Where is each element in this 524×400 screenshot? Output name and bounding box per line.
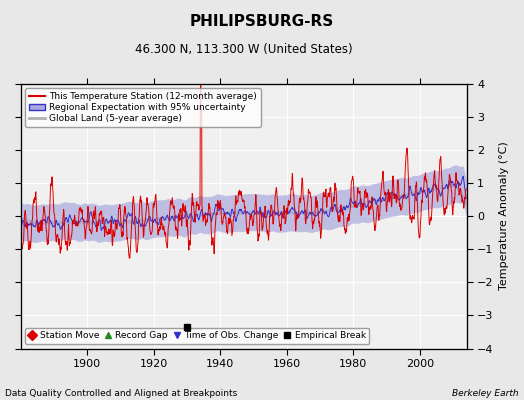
Y-axis label: Temperature Anomaly (°C): Temperature Anomaly (°C) <box>499 142 509 290</box>
Title: 46.300 N, 113.300 W (United States): 46.300 N, 113.300 W (United States) <box>135 43 352 56</box>
Legend: Station Move, Record Gap, Time of Obs. Change, Empirical Break: Station Move, Record Gap, Time of Obs. C… <box>25 328 369 344</box>
Text: Data Quality Controlled and Aligned at Breakpoints: Data Quality Controlled and Aligned at B… <box>5 389 237 398</box>
Text: PHILIPSBURG-RS: PHILIPSBURG-RS <box>190 14 334 29</box>
Text: Berkeley Earth: Berkeley Earth <box>452 389 519 398</box>
